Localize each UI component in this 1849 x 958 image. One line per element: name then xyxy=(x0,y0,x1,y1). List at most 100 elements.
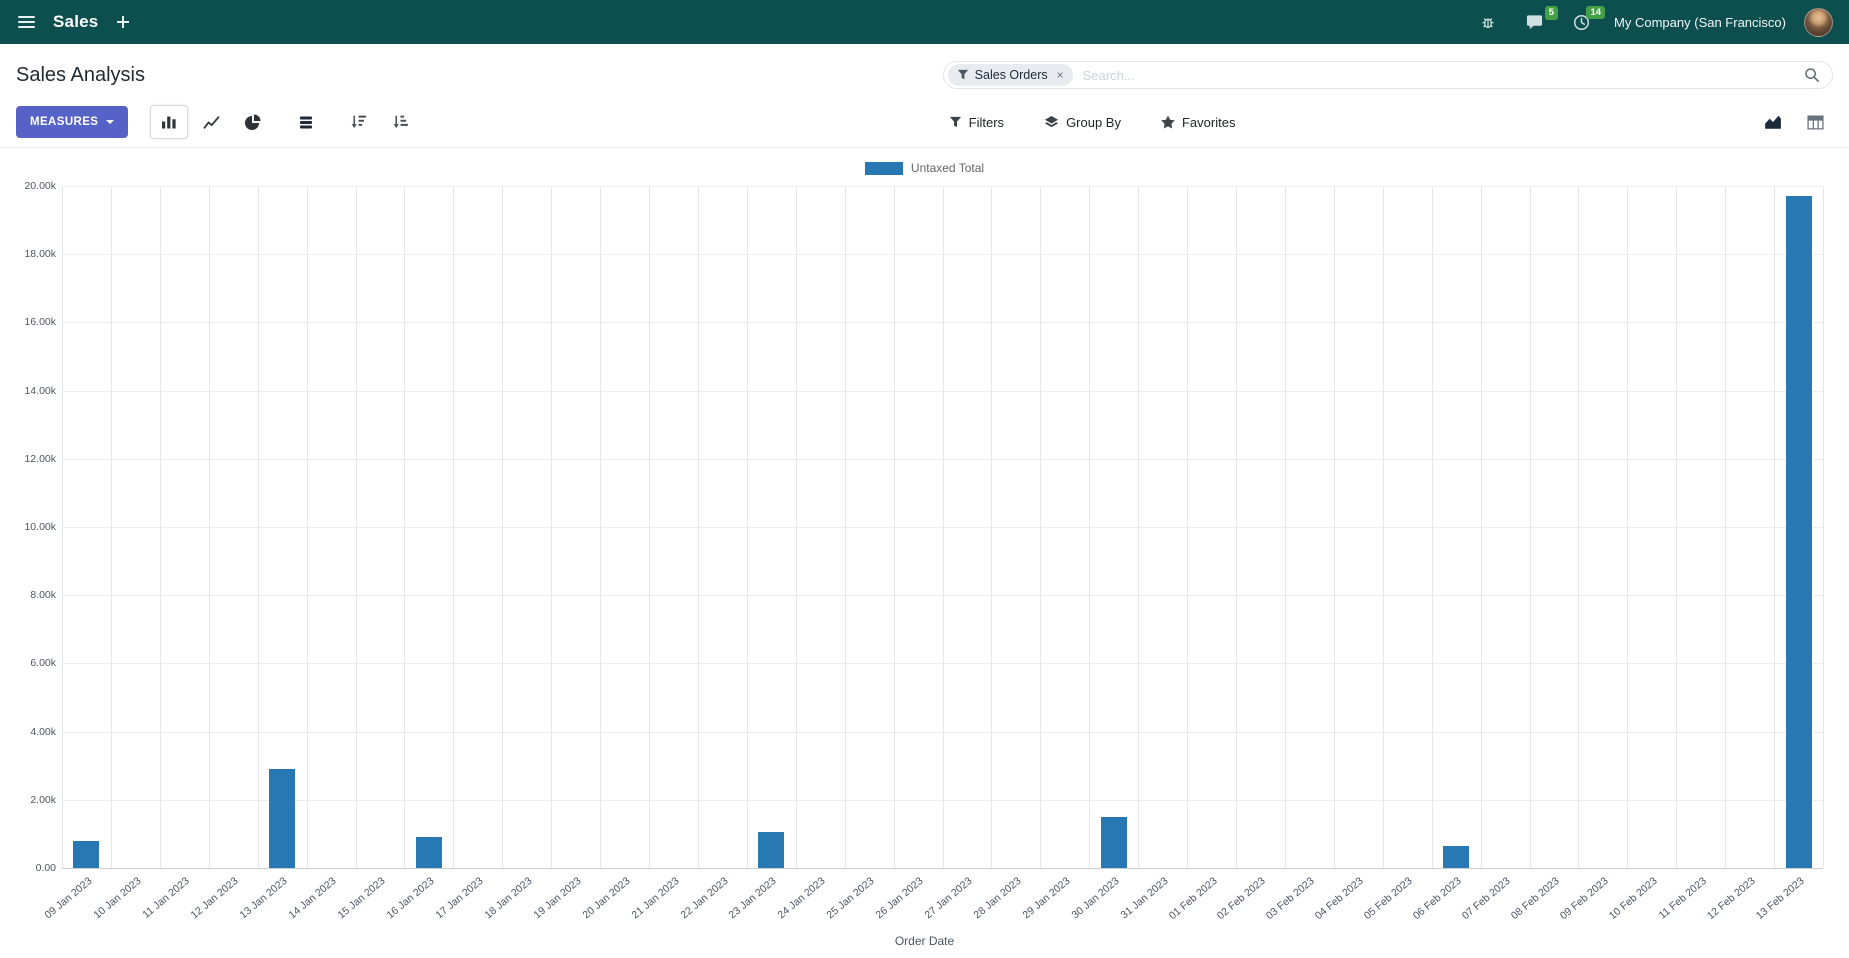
pivot-table-icon xyxy=(1806,114,1824,130)
bug-icon xyxy=(1482,18,1494,29)
v-gridline xyxy=(110,186,112,868)
v-gridline xyxy=(649,186,650,868)
bar[interactable] xyxy=(758,832,785,868)
bar[interactable] xyxy=(415,837,442,868)
stacked-group xyxy=(288,106,324,138)
measures-button[interactable]: MEASURES xyxy=(16,106,129,138)
sort-ascending-button[interactable] xyxy=(382,106,418,138)
sort-descending-icon xyxy=(351,115,366,129)
x-axis-tick-label: 14 Jan 2023 xyxy=(286,875,339,922)
chevron-down-icon xyxy=(106,120,115,124)
x-axis-tick-label: 10 Jan 2023 xyxy=(91,875,144,922)
v-gridline xyxy=(1236,186,1237,868)
filters-label: Filters xyxy=(968,114,1005,130)
line-chart-button[interactable] xyxy=(192,105,230,139)
v-gridline xyxy=(1627,186,1629,868)
app-name[interactable]: Sales xyxy=(53,12,99,31)
layers-icon xyxy=(1045,115,1059,127)
v-gridline xyxy=(159,186,161,868)
v-gridline xyxy=(355,186,357,868)
facet-remove-button[interactable]: × xyxy=(1056,68,1064,82)
y-axis-tick-label: 10.00k xyxy=(24,521,56,533)
x-axis-tick-label: 17 Jan 2023 xyxy=(433,875,486,922)
bar[interactable] xyxy=(73,840,100,868)
sort-ascending-icon xyxy=(393,115,408,129)
x-axis-tick-label: 23 Jan 2023 xyxy=(726,875,779,922)
search-bar[interactable]: Sales Orders × xyxy=(942,61,1833,89)
v-gridline xyxy=(795,186,797,868)
view-switcher-pivot-button[interactable] xyxy=(1797,107,1833,137)
search-options-group: Filters Group By Favorites xyxy=(943,114,1242,131)
avatar[interactable] xyxy=(1804,7,1833,37)
x-axis-tick-label: 11 Jan 2023 xyxy=(140,875,192,921)
bar-chart-button[interactable] xyxy=(150,105,189,139)
y-axis-tick-label: 18.00k xyxy=(24,248,56,261)
pie-chart-button[interactable] xyxy=(234,105,272,139)
favorites-button[interactable]: Favorites xyxy=(1155,114,1241,131)
stacked-toggle-button[interactable] xyxy=(288,106,324,138)
x-axis-title: Order Date xyxy=(894,934,955,948)
x-axis-tick-label: 31 Jan 2023 xyxy=(1118,875,1171,922)
v-gridline xyxy=(257,186,259,868)
sort-descending-button[interactable] xyxy=(340,106,376,138)
x-axis-tick-label: 01 Feb 2023 xyxy=(1166,875,1220,923)
topbar: Sales 5 14 My Company (San Francisco) xyxy=(0,0,1849,44)
v-gridline xyxy=(502,186,504,868)
v-gridline xyxy=(1480,186,1482,868)
x-axis-tick-label: 30 Jan 2023 xyxy=(1069,875,1122,922)
messages-button[interactable]: 5 xyxy=(1520,6,1559,31)
measures-label: MEASURES xyxy=(30,116,99,128)
filters-button[interactable]: Filters xyxy=(943,114,1010,131)
line-chart-icon xyxy=(203,115,220,129)
search-icon[interactable] xyxy=(1804,67,1820,83)
control-panel: Sales Analysis Sales Orders × MEASURES xyxy=(0,44,1849,148)
add-tab-button[interactable] xyxy=(114,13,132,31)
favorites-label: Favorites xyxy=(1181,114,1236,130)
activities-button[interactable]: 14 xyxy=(1567,5,1606,32)
area-chart-icon xyxy=(1765,115,1781,129)
bar[interactable] xyxy=(269,769,296,868)
group-by-button[interactable]: Group By xyxy=(1038,114,1127,131)
bar[interactable] xyxy=(1443,845,1470,868)
search-input[interactable] xyxy=(1080,66,1796,84)
v-gridline xyxy=(306,186,308,868)
bar[interactable] xyxy=(1100,816,1127,868)
x-axis-tick-label: 21 Jan 2023 xyxy=(629,875,682,922)
y-axis-tick-label: 4.00k xyxy=(30,725,56,738)
y-axis-tick-label: 6.00k xyxy=(30,657,56,670)
x-axis-tick-label: 02 Feb 2023 xyxy=(1215,875,1269,923)
x-axis-tick-label: 15 Jan 2023 xyxy=(335,875,388,922)
sort-group xyxy=(340,106,418,138)
company-menu[interactable]: My Company (San Francisco) xyxy=(1614,14,1786,30)
chart-legend[interactable]: Untaxed Total xyxy=(4,148,1845,178)
y-axis-tick-label: 20.00k xyxy=(24,180,56,192)
chat-icon xyxy=(1526,15,1543,30)
v-gridline xyxy=(1774,186,1776,868)
debug-button[interactable] xyxy=(1474,13,1502,31)
x-axis-tick-label: 28 Jan 2023 xyxy=(971,875,1024,922)
view-switcher-graph-button[interactable] xyxy=(1755,107,1791,137)
bar[interactable] xyxy=(1785,196,1812,868)
v-gridline xyxy=(1382,186,1384,868)
star-icon xyxy=(1161,115,1175,129)
bar-chart-icon xyxy=(162,116,176,128)
legend-label: Untaxed Total xyxy=(910,161,985,175)
y-axis-tick-label: 2.00k xyxy=(30,793,56,806)
search-facet[interactable]: Sales Orders × xyxy=(947,64,1073,86)
apps-menu-button[interactable] xyxy=(16,11,37,33)
x-axis-tick-label: 12 Feb 2023 xyxy=(1704,875,1758,923)
x-axis-tick-label: 20 Jan 2023 xyxy=(580,875,633,922)
bar-chart-plot[interactable]: 0.00 2.00k 4.00k 6.00k 8.00k 10.00k 12.00k 14.0… xyxy=(4,178,1845,932)
v-gridline xyxy=(1284,186,1286,868)
v-gridline xyxy=(551,186,553,868)
x-axis-tick-label: 06 Feb 2023 xyxy=(1410,875,1464,923)
y-axis-tick-label: 14.00k xyxy=(24,384,56,397)
v-gridline xyxy=(1823,186,1824,868)
v-gridline xyxy=(1725,186,1727,868)
chart-type-group xyxy=(150,105,272,139)
x-axis-tick-label: 29 Jan 2023 xyxy=(1020,875,1073,922)
y-axis-tick-label: 0.00 xyxy=(35,862,56,874)
y-axis-tick-label: 12.00k xyxy=(24,452,56,465)
messages-badge: 5 xyxy=(1544,6,1559,20)
x-axis-tick-label: 03 Feb 2023 xyxy=(1264,875,1318,923)
